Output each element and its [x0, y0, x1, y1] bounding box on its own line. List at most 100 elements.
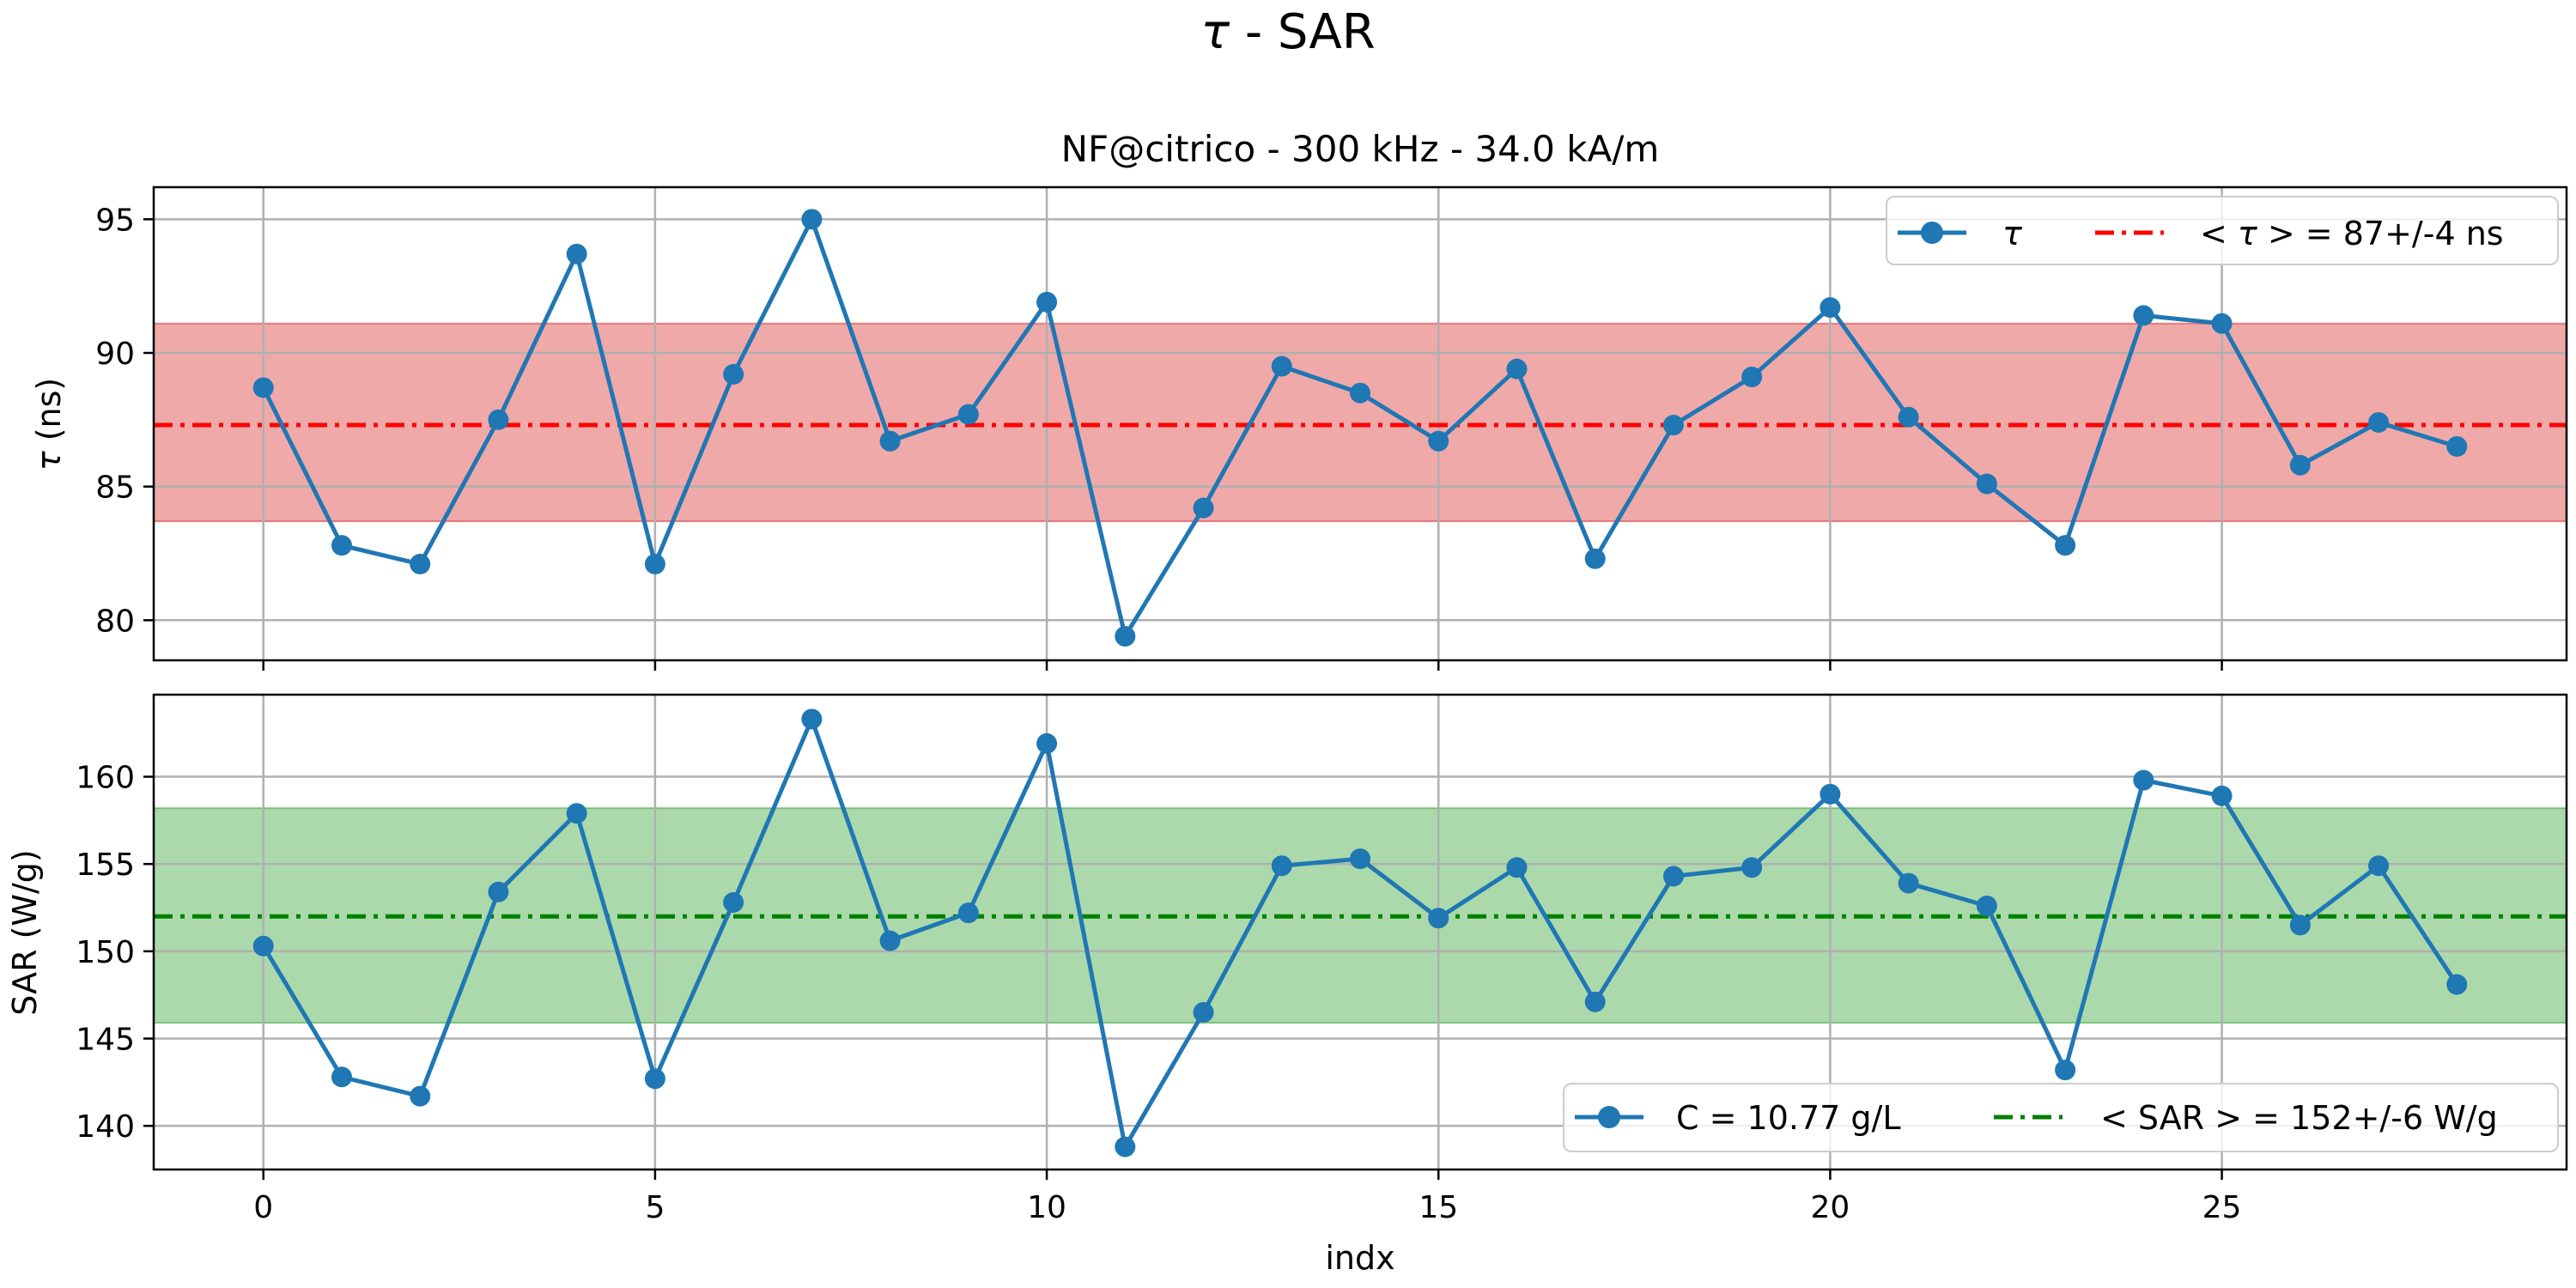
sar-x-tick-label: 20: [1810, 1190, 1850, 1225]
sar-data-point: [1976, 896, 1997, 917]
tau-y-axis-unit: (ns): [30, 378, 68, 452]
tau-data-point: [2446, 435, 2468, 457]
sar-y-tick-label: 155: [76, 848, 135, 883]
sar-panel: 140 145 150 155 160 0 5 10 15 20 25 SAR (W/g) ind…: [6, 693, 2568, 1277]
tau-data-point: [2211, 313, 2233, 334]
sar-plot-frame: [152, 693, 2568, 1171]
sar-data-point: [566, 803, 587, 824]
tau-data-point: [1976, 473, 1997, 495]
tau-data-point: [331, 535, 352, 556]
sar-x-ticks: 0 5 10 15 20 25: [253, 1170, 2241, 1225]
tau-y-tick-label: 95: [95, 203, 135, 238]
tau-data-point: [1741, 367, 1763, 388]
tau-y-axis-label: τ (ns): [30, 378, 68, 471]
sar-data-point: [801, 708, 823, 730]
sar-x-tick-label: 5: [645, 1190, 665, 1225]
tau-data-point: [1036, 291, 1058, 313]
sar-legend: C = 10.77 g/L < SAR > = 152+/-6 W/g: [1563, 1083, 2559, 1152]
sar-x-axis-label: indx: [1325, 1239, 1394, 1277]
tau-legend-mean-symbol: τ: [2238, 215, 2258, 252]
sar-data-point: [1741, 857, 1763, 878]
sar-data-point: [331, 1066, 352, 1088]
sar-x-tick-label: 15: [1419, 1190, 1458, 1225]
sar-y-tick-label: 160: [76, 761, 135, 796]
tau-y-tick-label: 85: [95, 471, 135, 506]
sar-data-point: [2211, 785, 2233, 806]
tau-panel-title: NF@citrico - 300 kHz - 34.0 kA/m: [1061, 128, 1660, 170]
sar-y-tick-label: 145: [76, 1023, 135, 1058]
sar-legend-marker-swatch: [1598, 1106, 1620, 1128]
tau-legend-marker-swatch: [1921, 222, 1943, 244]
sar-data-point: [879, 930, 901, 951]
tau-x-ticks: [262, 660, 2223, 671]
tau-plot-frame: [152, 185, 2568, 662]
tau-data-point: [2289, 454, 2311, 476]
sar-x-tick-label: 10: [1027, 1190, 1066, 1225]
tau-band-layer: [153, 322, 2567, 523]
sar-data-point: [1115, 1136, 1136, 1157]
tau-y-axis-symbol: τ: [30, 450, 68, 471]
tau-data-point: [2055, 535, 2076, 556]
tau-series-layer: [252, 209, 2468, 647]
tau-data-point: [410, 553, 431, 574]
tau-data-point: [2368, 411, 2390, 433]
tau-data-point: [801, 209, 823, 230]
sar-data-point: [2289, 914, 2311, 936]
sar-x-tick-label: 25: [2202, 1190, 2242, 1225]
tau-data-point: [644, 553, 665, 574]
tau-data-point: [1662, 415, 1684, 436]
sar-data-point: [2133, 769, 2154, 791]
sar-data-point: [1036, 732, 1058, 754]
sar-legend-mean-label: < SAR > = 152+/-6 W/g: [2100, 1099, 2498, 1137]
sar-data-point: [1350, 848, 1370, 870]
tau-data-point: [2133, 305, 2154, 326]
tau-data-point: [1115, 625, 1136, 647]
tau-data-point: [1271, 355, 1292, 377]
tau-legend: τ < τ > = 87+/-4 ns: [1886, 196, 2559, 265]
tau-data-point: [1506, 358, 1528, 380]
tau-panel: NF@citrico - 300 kHz - 34.0 kA/m 80 85 90 9…: [30, 128, 2568, 671]
sar-data-point: [2055, 1060, 2076, 1081]
sar-data-point: [1584, 991, 1606, 1012]
sar-y-tick-label: 140: [76, 1109, 135, 1145]
tau-legend-mean-left: <: [2200, 215, 2238, 252]
tau-data-point: [1898, 406, 1919, 428]
sar-data-point: [1506, 857, 1528, 878]
sar-data-point: [1820, 783, 1841, 805]
tau-y-ticks: 80 85 90 95: [95, 203, 154, 639]
suptitle-symbol: τ: [1200, 4, 1230, 60]
sar-data-point: [488, 881, 509, 902]
tau-data-point: [723, 363, 744, 385]
sar-data-point: [252, 935, 274, 957]
suptitle-text: - SAR: [1230, 4, 1376, 60]
tau-data-point: [252, 377, 274, 398]
sar-y-axis-label: SAR (W/g): [6, 849, 44, 1015]
sar-data-point: [1428, 908, 1449, 929]
sar-data-point: [1193, 1002, 1214, 1024]
sar-data-point: [1662, 866, 1684, 887]
tau-data-point: [1193, 497, 1214, 519]
sar-y-ticks: 140 145 150 155 160: [76, 761, 154, 1145]
tau-data-point: [566, 243, 587, 264]
tau-legend-mean-right: > = 87+/-4 ns: [2257, 215, 2504, 252]
sar-data-point: [410, 1085, 431, 1107]
sar-data-point: [2368, 855, 2390, 877]
sar-data-point: [1898, 872, 1919, 894]
sar-legend-series-label: C = 10.77 g/L: [1676, 1099, 1901, 1137]
sar-data-point: [2446, 974, 2468, 995]
figure-suptitle: τ - SAR: [1200, 4, 1375, 60]
tau-y-tick-label: 90: [95, 337, 135, 372]
sar-data-point: [723, 891, 744, 913]
tau-grid: [154, 187, 2567, 660]
sar-y-tick-label: 150: [76, 935, 135, 970]
tau-std-band: [153, 322, 2567, 523]
tau-data-point: [1584, 548, 1606, 569]
tau-legend-box: [1886, 196, 2559, 265]
sar-series-layer: [252, 708, 2468, 1157]
tau-legend-mean-label: < τ > = 87+/-4 ns: [2200, 215, 2504, 252]
sar-data-point: [957, 902, 979, 924]
tau-data-point: [1350, 382, 1370, 404]
tau-y-tick-label: 80: [95, 604, 135, 639]
sar-data-point: [1271, 855, 1292, 877]
